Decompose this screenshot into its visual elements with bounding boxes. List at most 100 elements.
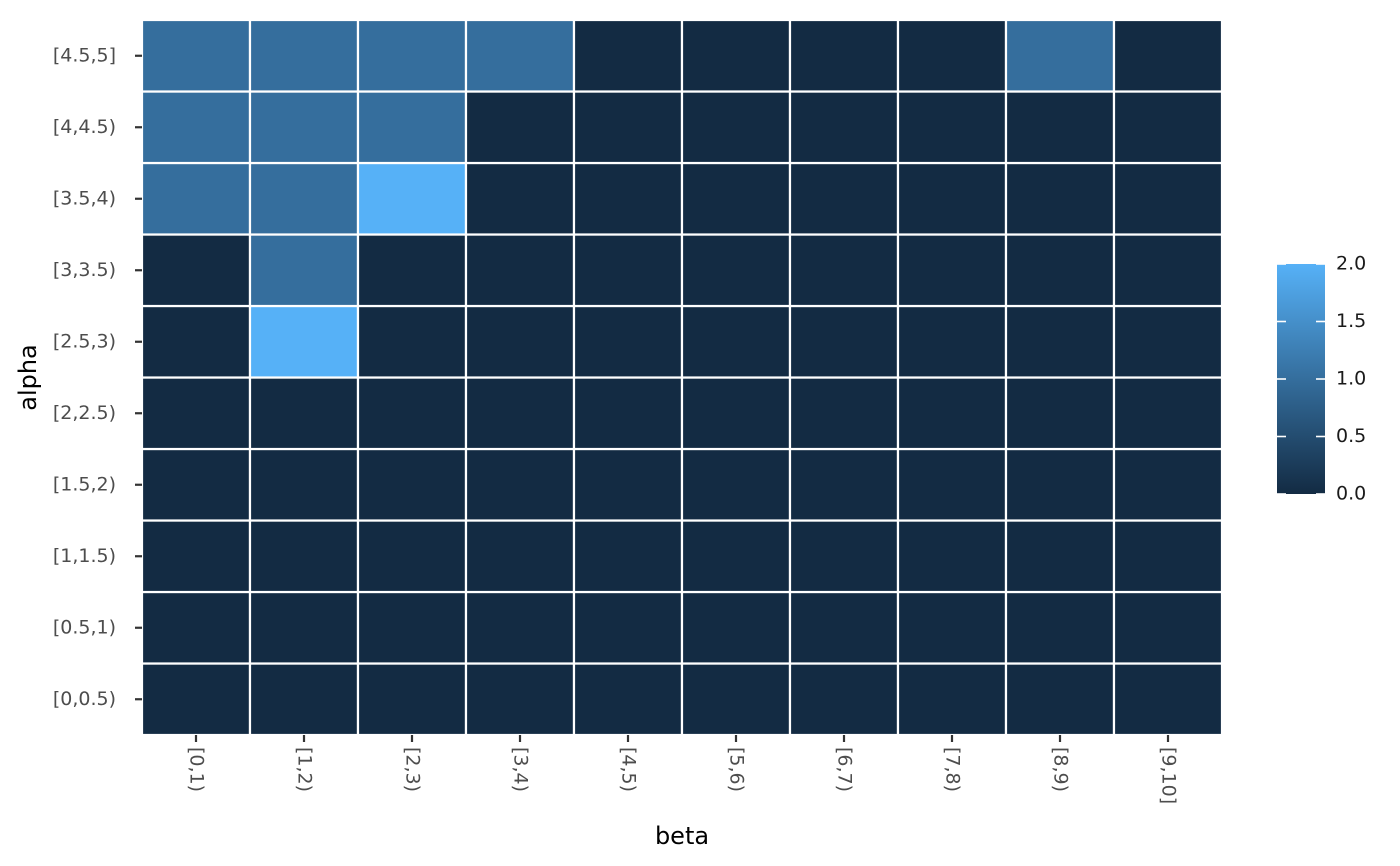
heatmap-tile (1112, 590, 1224, 665)
x-tick-label: [2,3) (402, 747, 424, 792)
heatmap-tile (356, 90, 468, 165)
heatmap-tile (464, 233, 576, 308)
heatmap-tile (788, 161, 900, 236)
heatmap-tile (572, 304, 684, 379)
heatmap-tile (680, 447, 792, 522)
heatmap-tile (464, 376, 576, 451)
y-tick-label: [3,3.5) (53, 259, 116, 281)
y-tick-label: [4,4.5) (53, 116, 116, 138)
heatmap-tile (572, 376, 684, 451)
heatmap-tile (896, 304, 1008, 379)
heatmap-tile (1004, 447, 1116, 522)
heatmap-tile (248, 161, 360, 236)
heatmap-tile (140, 233, 252, 308)
heatmap-tile (572, 18, 684, 93)
heatmap-tile (140, 662, 252, 737)
y-tick-label: [2,2.5) (53, 402, 116, 424)
x-tick-label: [3,4) (510, 747, 532, 792)
heatmap-tile (680, 233, 792, 308)
heatmap-tile (464, 90, 576, 165)
heatmap-tile (680, 161, 792, 236)
y-tick-label: [2.5,3) (53, 330, 116, 352)
heatmap-tile (572, 662, 684, 737)
heatmap-tile (248, 376, 360, 451)
heatmap-tile (788, 90, 900, 165)
legend-tick-label: 0.5 (1336, 425, 1366, 447)
x-tick-label: [8,9) (1050, 747, 1072, 792)
heatmap-tile (788, 376, 900, 451)
legend-tick-label: 2.0 (1336, 253, 1366, 275)
heatmap-tile (896, 90, 1008, 165)
color-legend: 0.0 0.5 1.0 1.5 2.0 (1277, 253, 1366, 505)
legend-tick-label: 0.0 (1336, 483, 1366, 505)
heatmap-tile (1112, 233, 1224, 308)
heatmap-tile (248, 447, 360, 522)
heatmap-tile (1112, 447, 1224, 522)
heatmap-tile (464, 161, 576, 236)
heatmap-tile (248, 590, 360, 665)
heatmap-tile (896, 161, 1008, 236)
heatmap-tile (1004, 18, 1116, 93)
heatmap-tile (356, 447, 468, 522)
heatmap-tile (140, 590, 252, 665)
heatmap-tile (140, 90, 252, 165)
heatmap-tile (572, 447, 684, 522)
heatmap-tile (788, 590, 900, 665)
y-axis: [0,0.5) [0.5,1) [1,1.5) [1.5,2) [2,2.5) [2.5,… (53, 44, 142, 710)
heatmap-tile (356, 233, 468, 308)
heatmap-tile (464, 662, 576, 737)
heatmap-tile (1004, 161, 1116, 236)
heatmap-tile (680, 304, 792, 379)
heatmap-tile (1004, 376, 1116, 451)
heatmap-tile (356, 18, 468, 93)
y-tick-label: [1.5,2) (53, 473, 116, 495)
heatmap-tile (248, 90, 360, 165)
heatmap-tile (140, 519, 252, 594)
heatmap-tile (140, 304, 252, 379)
heatmap-tile (248, 662, 360, 737)
heatmap-tile (572, 90, 684, 165)
heatmap-tile (896, 590, 1008, 665)
legend-tick-label: 1.0 (1336, 368, 1366, 390)
heatmap-tile (248, 519, 360, 594)
heatmap-tile (356, 376, 468, 451)
heatmap-tile (248, 304, 360, 379)
heatmap-tile (1004, 233, 1116, 308)
x-axis-title: beta (655, 822, 709, 850)
heatmap-tile (572, 590, 684, 665)
y-tick-label: [3.5,4) (53, 187, 116, 209)
heatmap-tile (1004, 662, 1116, 737)
x-tick-label: [9,10] (1158, 747, 1180, 804)
heatmap-tile (1112, 304, 1224, 379)
heatmap-tile (356, 590, 468, 665)
heatmap-tile (248, 233, 360, 308)
y-tick-label: [1,1.5) (53, 545, 116, 567)
heatmap-tile (896, 447, 1008, 522)
heatmap-tile (1004, 519, 1116, 594)
heatmap-tile (572, 519, 684, 594)
heatmap-tile (896, 18, 1008, 93)
heatmap-tile (788, 233, 900, 308)
heatmap-tile (464, 447, 576, 522)
x-tick-label: [0,1) (186, 747, 208, 792)
heatmap-tile (1004, 304, 1116, 379)
heatmap-tile (680, 662, 792, 737)
heatmap-tile (1112, 18, 1224, 93)
heatmap-tile (788, 662, 900, 737)
heatmap-tile (680, 519, 792, 594)
heatmap-tile (356, 304, 468, 379)
x-tick-label: [5,6) (726, 747, 748, 792)
x-tick-label: [7,8) (942, 747, 964, 792)
heatmap-tile (572, 161, 684, 236)
heatmap-tile (464, 18, 576, 93)
heatmap-tile (1004, 90, 1116, 165)
heatmap-tile (680, 18, 792, 93)
heatmap-tile (1112, 519, 1224, 594)
heatmap-tile (356, 662, 468, 737)
heatmap-tile (140, 18, 252, 93)
heatmap-tile (788, 304, 900, 379)
legend-tick-label: 1.5 (1336, 310, 1366, 332)
heatmap-tile (680, 90, 792, 165)
y-tick-label: [0,0.5) (53, 688, 116, 710)
